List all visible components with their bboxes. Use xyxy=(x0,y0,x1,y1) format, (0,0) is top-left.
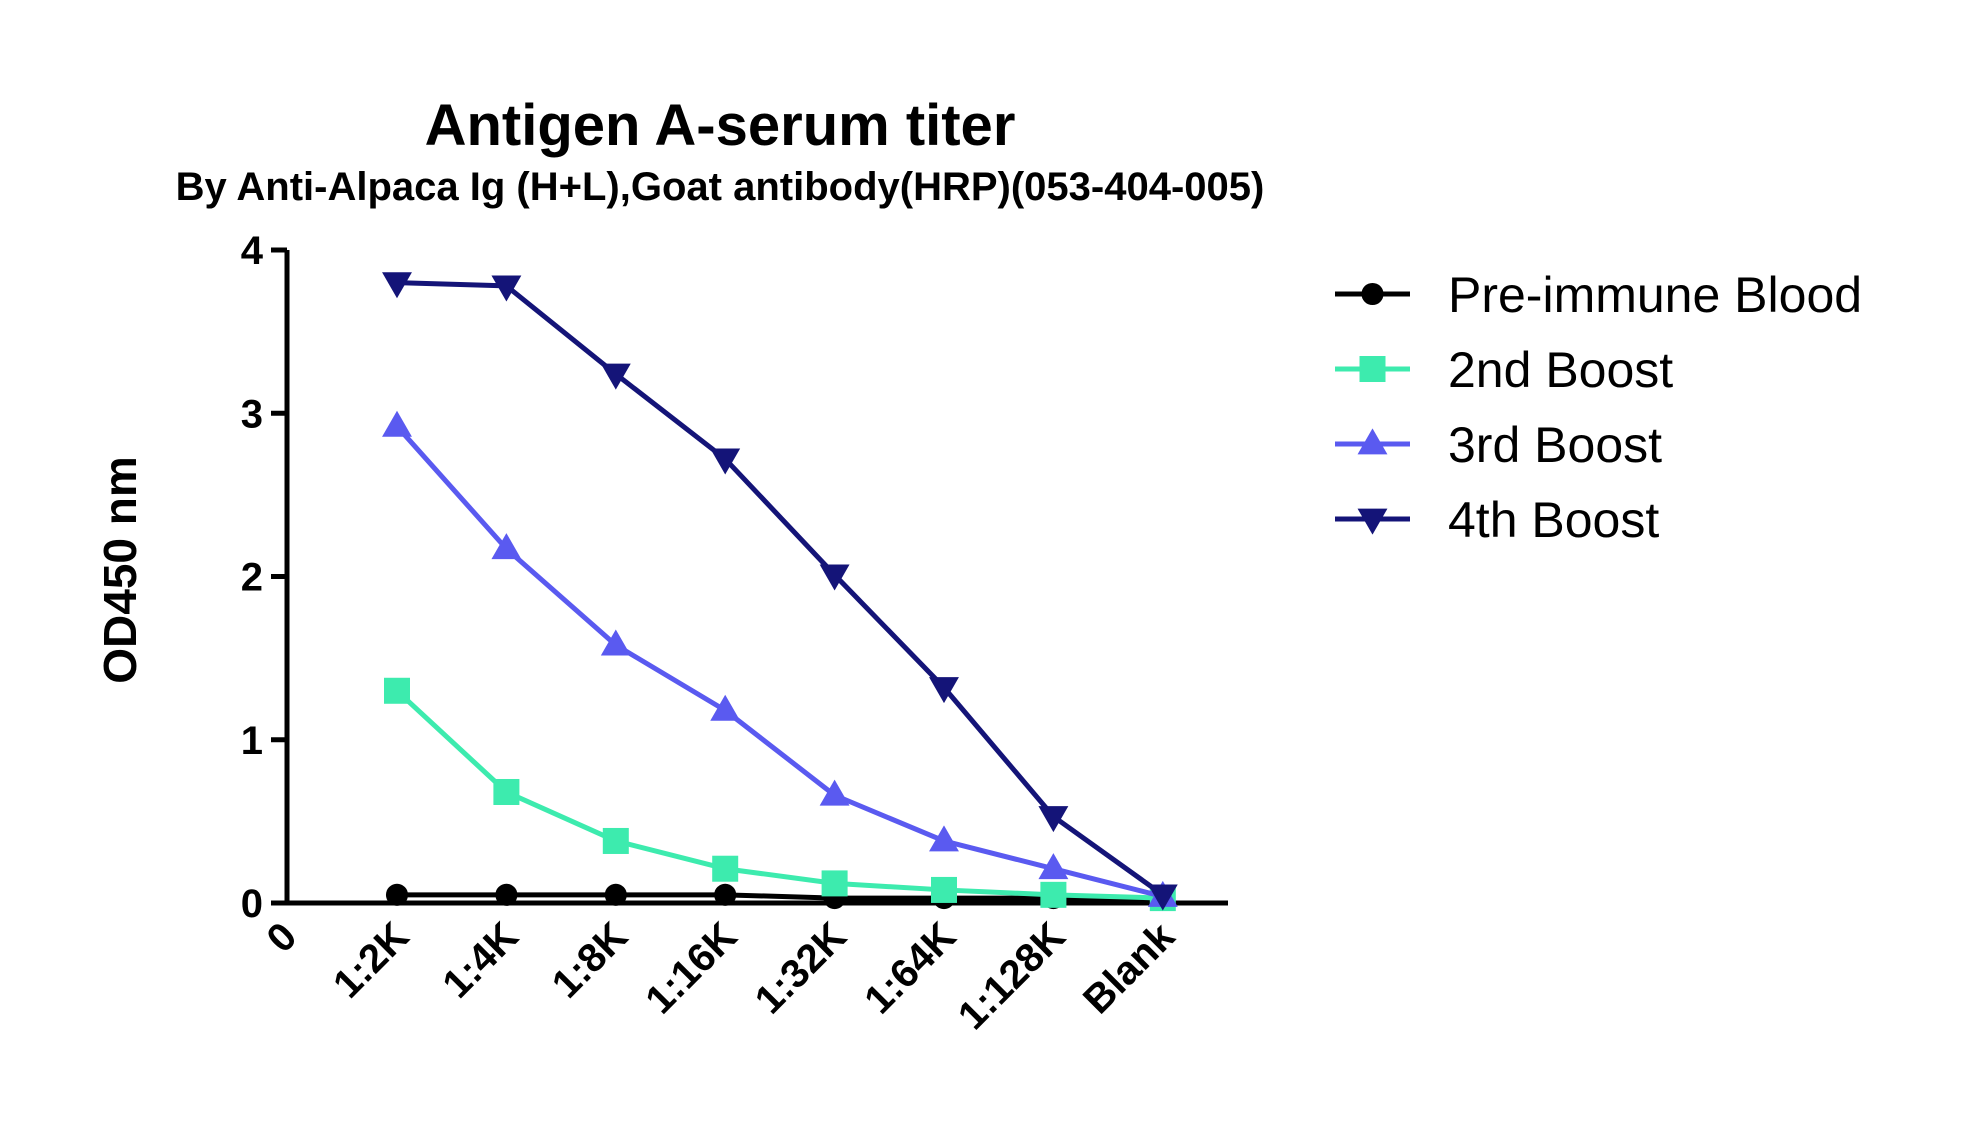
data-point xyxy=(491,533,522,560)
data-point xyxy=(384,677,410,704)
legend: Pre-immune Blood 2nd Boost 3rd Boost 4th Bo… xyxy=(1335,267,1862,548)
data-point xyxy=(1357,508,1388,535)
series-3rd-boost xyxy=(382,410,1178,907)
data-point xyxy=(1038,853,1069,880)
data-point xyxy=(929,677,959,704)
chart-title: Antigen A-serum titer xyxy=(425,93,1016,158)
data-point xyxy=(385,883,409,906)
y-axis-label: OD450 nm xyxy=(94,456,146,684)
data-point xyxy=(931,876,957,903)
data-point xyxy=(382,410,412,437)
legend-label: 4th Boost xyxy=(1448,492,1659,548)
data-point xyxy=(714,883,737,906)
data-point xyxy=(929,825,959,852)
x-tick-label: 1:4K xyxy=(434,914,526,1006)
data-point xyxy=(1357,428,1388,455)
y-tick-label: 0 xyxy=(241,882,263,926)
data-point xyxy=(710,448,741,475)
y-tick-label: 2 xyxy=(241,556,263,600)
data-point xyxy=(491,275,522,302)
y-tick-label: 1 xyxy=(241,719,263,763)
data-point xyxy=(600,363,631,390)
legend-item: 2nd Boost xyxy=(1335,342,1673,398)
data-point xyxy=(1359,356,1386,382)
data-point xyxy=(819,779,850,806)
x-tick-label: 1:64K xyxy=(856,914,964,1022)
data-point xyxy=(819,564,850,591)
legend-item: Pre-immune Blood xyxy=(1335,267,1862,323)
data-point xyxy=(495,883,518,906)
series-line xyxy=(396,280,1165,897)
y-tick-label: 4 xyxy=(241,229,264,273)
series-4th-boost xyxy=(382,272,1178,911)
series-layer xyxy=(382,272,1178,912)
legend-item: 3rd Boost xyxy=(1335,417,1662,473)
x-tick-label: 1:8K xyxy=(544,914,636,1006)
y-tick-label: 3 xyxy=(241,392,263,436)
legend-item: 4th Boost xyxy=(1335,492,1659,548)
x-tick-label: 1:16K xyxy=(637,914,745,1022)
data-point xyxy=(712,855,739,882)
data-point xyxy=(1361,282,1384,306)
x-tick-label-origin: 0 xyxy=(259,914,306,961)
data-point xyxy=(1147,884,1178,911)
data-point xyxy=(710,694,741,721)
data-point xyxy=(493,778,520,805)
x-tick-label: 1:2K xyxy=(325,914,417,1006)
data-point xyxy=(1038,806,1069,833)
series-line xyxy=(395,424,1164,899)
data-point xyxy=(602,827,629,854)
data-point xyxy=(382,272,412,299)
data-point xyxy=(600,629,631,656)
chart-subtitle: By Anti-Alpaca Ig (H+L),Goat antibody(HR… xyxy=(176,165,1265,209)
x-tick-label: 1:128K xyxy=(950,914,1074,1038)
legend-label: 3rd Boost xyxy=(1448,417,1662,473)
data-point xyxy=(1040,881,1067,908)
data-point xyxy=(821,870,848,897)
x-tick-label: 1:32K xyxy=(747,914,855,1022)
x-tick-label: Blank xyxy=(1075,914,1184,1023)
data-point xyxy=(604,883,627,906)
legend-label: 2nd Boost xyxy=(1448,342,1673,398)
legend-label: Pre-immune Blood xyxy=(1448,267,1862,323)
series-line xyxy=(397,892,1163,901)
series-line xyxy=(395,688,1163,901)
